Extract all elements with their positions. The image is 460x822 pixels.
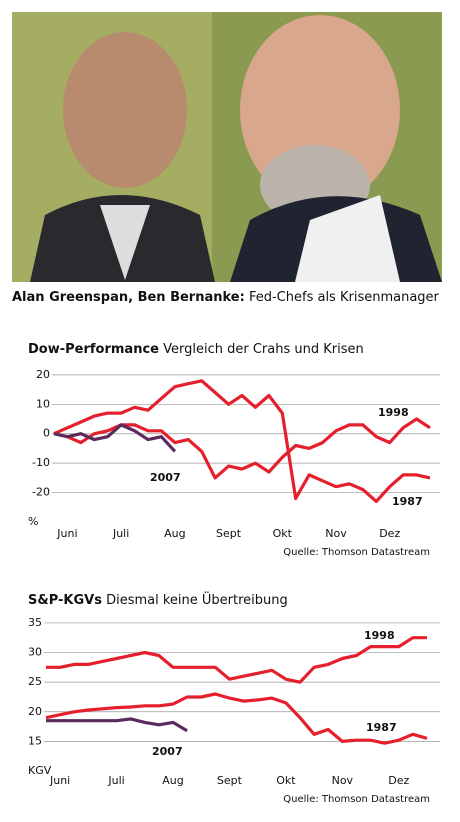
y-tick-label: 0 [43,427,50,440]
y-tick-label: 35 [28,616,42,629]
series-label: 1987 [392,495,423,508]
series-line [53,379,431,503]
chart-title: Dow-Performance [28,342,159,357]
y-tick-label: 25 [28,675,42,688]
x-tick-label: Sept [217,774,243,787]
x-tick-label: Juni [49,774,70,787]
x-tick-label: Juli [112,527,129,540]
y-tick-label: -10 [32,456,50,469]
chart-subtitle: Diesmal keine Übertreibung [106,591,288,608]
y-tick-label: 15 [28,734,42,747]
y-tick-label: 10 [36,397,50,410]
chart-title-line: S&P-KGVs Diesmal keine Übertreibung [28,591,288,608]
y-axis-label: % [28,515,38,528]
series-line [46,636,427,684]
x-tick-label: Aug [162,774,183,787]
x-tick-label: Juli [107,774,124,787]
x-tick-label: Okt [276,774,296,787]
x-tick-label: Dez [379,527,400,540]
source: Quelle: Thomson Datastream [283,794,430,805]
series-label: 1998 [378,406,409,419]
x-tick-label: Okt [273,527,293,540]
y-tick-label: 30 [28,646,42,659]
x-tick-label: Dez [388,774,409,787]
caption-text: Fed-Chefs als Krisenmanager [249,290,440,305]
x-tick-label: Aug [164,527,185,540]
series-label: 1998 [364,629,395,642]
chart-title-line: Dow-Performance Vergleich der Crahs und … [28,342,364,357]
x-tick-label: Sept [216,527,242,540]
series-line [46,717,188,733]
y-tick-label: 20 [36,368,50,381]
x-tick-label: Nov [325,527,347,540]
chart-title: S&P-KGVs [28,593,102,608]
chart-subtitle: Vergleich der Crahs und Krisen [163,342,364,357]
series-line [53,423,177,453]
series-line [45,692,428,745]
photo [12,12,442,282]
y-tick-label: -20 [32,486,50,499]
source: Quelle: Thomson Datastream [283,547,430,558]
y-tick-label: 20 [28,705,42,718]
x-tick-label: Nov [332,774,354,787]
x-tick-label: Juni [56,527,77,540]
y-axis-label: KGV [28,764,52,777]
series-label: 2007 [152,745,183,758]
caption-names: Alan Greenspan, Ben Bernanke: [12,290,245,305]
series-line [53,417,431,480]
series-label: 1987 [366,721,397,734]
svg-text:Alan Greenspan, Ben Bernanke:: Alan Greenspan, Ben Bernanke: Fed-Chefs … [12,290,440,305]
series-label: 2007 [150,471,181,484]
